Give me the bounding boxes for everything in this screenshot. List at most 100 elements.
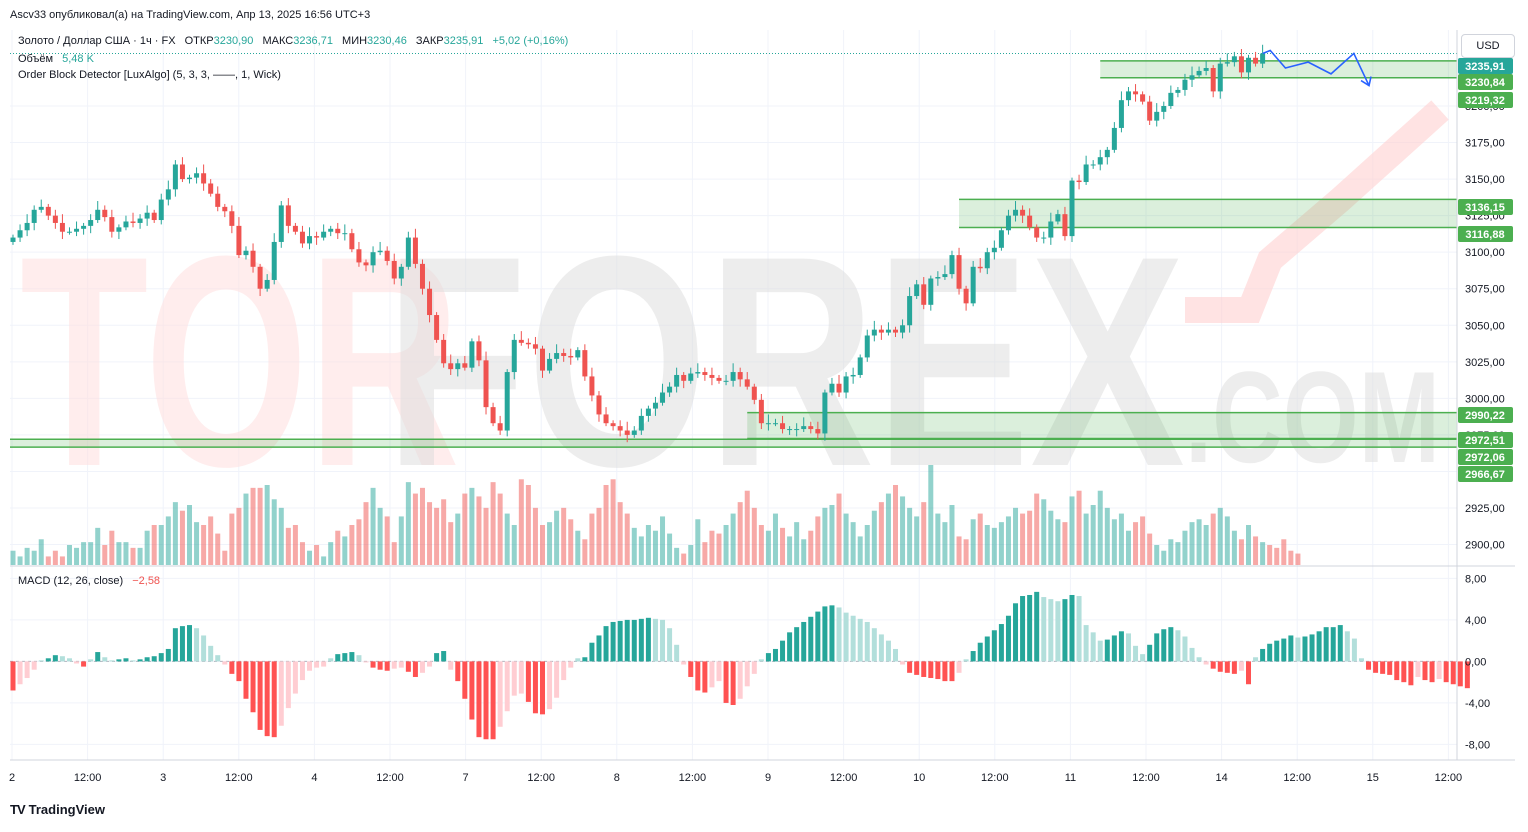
volume-bar — [907, 507, 913, 565]
macd-label[interactable]: MACD (12, 26, close) — [18, 575, 124, 587]
candle-body — [631, 430, 637, 435]
macd-bar — [349, 652, 355, 662]
candle-body — [109, 217, 115, 232]
volume-bar — [66, 545, 72, 565]
volume-bar — [229, 513, 235, 565]
macd-bar — [208, 645, 214, 662]
candle-body — [780, 423, 786, 430]
symbol-name[interactable]: Золото / Доллар США · 1ч · FX — [18, 35, 176, 47]
macd-bar — [285, 661, 291, 709]
macd-bar — [1246, 661, 1251, 685]
volume-bar — [617, 502, 623, 565]
price-tick-label: 2925,00 — [1465, 503, 1505, 515]
price-label-box — [1458, 92, 1513, 108]
macd-bar — [1055, 601, 1061, 662]
macd-bar — [342, 653, 348, 662]
volume-bar — [610, 479, 616, 565]
candle-body — [476, 341, 482, 361]
volume-bar — [222, 550, 228, 565]
volume-bar — [864, 525, 870, 565]
candle-body — [878, 329, 884, 333]
volume-bar — [448, 522, 454, 565]
high-value: 3236,71 — [293, 35, 333, 47]
macd-bar — [1076, 596, 1082, 662]
candle-body — [730, 372, 736, 381]
candle-body — [363, 262, 369, 266]
candle-body — [504, 372, 510, 431]
price-tick-label: 3175,00 — [1465, 138, 1505, 150]
macd-bar — [434, 653, 440, 662]
candle-body — [483, 360, 489, 408]
candle-body — [1090, 164, 1096, 166]
candle-body — [970, 266, 976, 304]
volume-bar — [885, 493, 891, 565]
volume-bar — [45, 556, 51, 565]
macd-bar — [1253, 657, 1259, 662]
macd-bar — [1154, 633, 1160, 662]
macd-bar — [645, 617, 651, 662]
macd-bar — [151, 656, 157, 662]
candle-body — [1161, 106, 1167, 112]
candle-body — [314, 236, 320, 238]
candle-body — [405, 237, 411, 267]
candle-body — [427, 288, 433, 316]
volume-bar — [144, 530, 150, 565]
candle-body — [1034, 227, 1040, 238]
macd-bar — [1302, 636, 1308, 662]
candle-body — [1027, 215, 1033, 228]
projection-line — [1262, 49, 1370, 86]
macd-bar — [1118, 631, 1124, 662]
volume-bar — [547, 522, 553, 565]
order-blocks — [10, 60, 1457, 448]
macd-bar — [1267, 643, 1273, 662]
macd-bar — [737, 661, 743, 699]
macd-bar — [751, 661, 757, 674]
candle-body — [1104, 149, 1110, 158]
indicator-legend[interactable]: Order Block Detector [LuxAlgo] (5, 3, 3,… — [18, 69, 281, 81]
volume-bar — [1048, 510, 1054, 565]
volume-bar — [1231, 530, 1237, 565]
currency-button[interactable]: USD — [1461, 34, 1515, 58]
candle-body — [660, 392, 666, 403]
volume-bar — [857, 536, 863, 565]
volume-bar — [1274, 547, 1280, 565]
volume-bar — [1168, 539, 1174, 565]
macd-bar — [921, 661, 927, 677]
volume-bar — [236, 507, 242, 565]
macd-bar — [794, 627, 800, 662]
volume-bar — [1005, 516, 1011, 565]
candle-body — [801, 426, 807, 430]
volume-bar — [1097, 490, 1103, 565]
candle-body — [384, 250, 390, 261]
price-label-box — [1458, 74, 1513, 90]
candle-body — [497, 423, 503, 431]
macd-bar — [504, 661, 510, 712]
candle-body — [412, 237, 418, 264]
volume-bar — [822, 507, 828, 565]
macd-bar — [525, 661, 531, 702]
candle-body — [102, 209, 108, 218]
volume-label[interactable]: Объём — [18, 53, 54, 65]
volume-bar — [109, 530, 115, 565]
candle-body — [1013, 209, 1019, 216]
candle-body — [419, 263, 425, 289]
candle-body — [335, 228, 341, 234]
volume-bar — [250, 487, 256, 565]
volume-bar — [469, 487, 475, 565]
watermark-text-1b: FOREX — [385, 193, 1186, 529]
low-value: 3230,46 — [367, 35, 407, 47]
candle-body — [744, 379, 750, 387]
tradingview-brand[interactable]: TV TradingView — [10, 802, 105, 817]
macd-bar — [772, 648, 778, 662]
volume-bar — [1182, 530, 1188, 565]
volume-bar — [398, 516, 404, 565]
volume-bar — [942, 522, 948, 565]
candle-body — [716, 377, 722, 381]
volume-bar — [130, 547, 136, 565]
macd-bar — [250, 661, 256, 713]
volume-bar — [815, 516, 821, 565]
volume-bar — [1281, 539, 1287, 565]
volume-bar — [660, 516, 666, 565]
